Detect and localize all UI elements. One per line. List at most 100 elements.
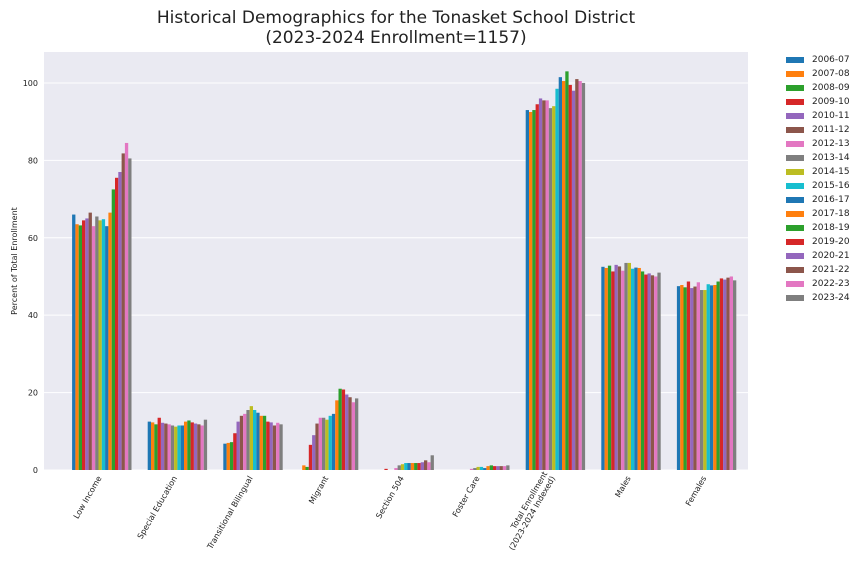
bar	[82, 220, 86, 470]
bar	[621, 270, 625, 470]
x-tick-label: Males	[613, 475, 632, 500]
bar	[634, 267, 638, 470]
legend: 2006-07 2007-08 2008-09 2009-10 2010-11 2011-…	[786, 53, 850, 305]
x-tick-label: Foster Care	[451, 474, 482, 518]
legend-label: 2010-11	[812, 111, 850, 121]
bar	[483, 468, 487, 470]
legend-label: 2023-24	[812, 293, 850, 303]
bar	[706, 284, 710, 470]
bar	[644, 274, 648, 470]
x-tick-label: Females	[684, 475, 708, 508]
bar	[654, 276, 658, 470]
bar	[545, 100, 549, 470]
bar	[538, 98, 543, 470]
legend-swatch	[786, 295, 804, 301]
bar	[404, 463, 408, 470]
legend-label: 2019-20	[812, 237, 850, 247]
legend-swatch	[786, 197, 804, 203]
bar	[489, 465, 493, 470]
legend-item: 2006-07	[786, 53, 850, 67]
bar	[239, 415, 244, 470]
x-tick-label: Total Enrollment(2023-2024 Indexed)	[499, 470, 557, 552]
bar	[499, 466, 503, 470]
bar	[121, 153, 125, 471]
bar	[568, 84, 572, 471]
bar	[85, 218, 89, 470]
bar	[75, 224, 79, 470]
bar	[397, 465, 401, 470]
bar	[302, 465, 306, 470]
bar	[124, 142, 129, 470]
legend-label: 2006-07	[812, 55, 850, 65]
x-axis-ticks: Low Income Special Education Transitional …	[72, 470, 708, 552]
legend-label: 2008-09	[812, 83, 850, 93]
legend-item: 2020-21	[786, 249, 850, 263]
bar	[657, 272, 661, 470]
bar	[203, 419, 208, 470]
bar	[555, 88, 559, 470]
legend-item: 2017-18	[786, 207, 850, 221]
bar	[417, 463, 421, 470]
legend-label: 2017-18	[812, 209, 850, 219]
bar	[190, 422, 194, 470]
y-tick-label: 80	[28, 156, 38, 165]
legend-swatch	[786, 169, 804, 175]
bar	[709, 285, 714, 470]
bar	[193, 423, 198, 470]
legend-swatch	[786, 267, 804, 273]
bar	[578, 81, 582, 471]
bar	[496, 466, 500, 470]
legend-label: 2016-17	[812, 195, 850, 205]
bar	[424, 460, 428, 470]
legend-swatch	[786, 155, 804, 161]
bar	[160, 422, 165, 470]
bar	[118, 171, 122, 470]
bar	[624, 262, 628, 470]
legend-swatch	[786, 239, 804, 245]
bar	[98, 220, 102, 470]
bar	[647, 273, 651, 470]
bar	[331, 413, 336, 470]
bar	[650, 275, 655, 470]
legend-swatch	[786, 183, 804, 189]
legend-item: 2014-15	[786, 165, 850, 179]
x-tick-label-line: Foster Care	[451, 474, 482, 518]
bar	[565, 71, 569, 470]
bar	[631, 268, 635, 470]
bar	[469, 468, 474, 470]
legend-label: 2009-10	[812, 97, 850, 107]
legend-item: 2012-13	[786, 137, 850, 151]
bar	[719, 278, 724, 470]
legend-item: 2008-09	[786, 81, 850, 95]
x-tick-label: Section 504	[374, 475, 406, 521]
bar	[506, 465, 510, 470]
legend-item: 2009-10	[786, 95, 850, 109]
legend-swatch	[786, 141, 804, 147]
bar	[322, 417, 326, 470]
bar	[345, 394, 349, 470]
bar	[105, 226, 109, 470]
bar	[174, 426, 178, 470]
bar	[604, 267, 608, 470]
bar	[562, 81, 566, 471]
bar	[249, 406, 253, 470]
x-tick-label-line: Section 504	[374, 475, 406, 521]
bar	[473, 468, 477, 470]
legend-swatch	[786, 127, 804, 133]
bar	[407, 463, 411, 470]
legend-item: 2021-22	[786, 263, 850, 277]
bar	[276, 422, 280, 470]
legend-label: 2014-15	[812, 167, 850, 177]
bar	[229, 442, 234, 470]
bar	[693, 286, 697, 470]
bar	[601, 266, 605, 470]
legend-label: 2007-08	[812, 69, 850, 79]
bar	[259, 415, 263, 470]
bar	[493, 466, 497, 470]
legend-label: 2011-12	[812, 125, 850, 135]
bar	[78, 225, 82, 470]
legend-item: 2018-19	[786, 221, 850, 235]
x-tick-label-line: Males	[613, 475, 632, 500]
bar	[733, 280, 737, 470]
